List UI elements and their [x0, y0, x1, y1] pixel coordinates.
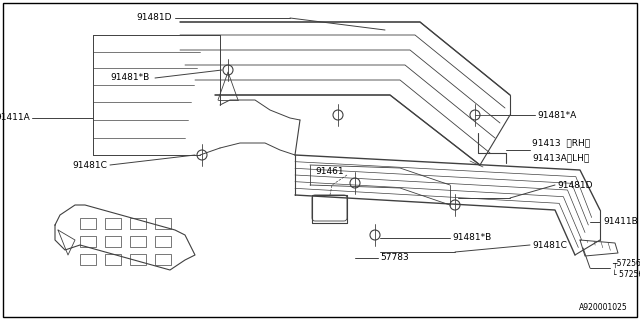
Text: └ 57256A〈LH〉: └ 57256A〈LH〉: [612, 270, 640, 280]
Text: 91481C: 91481C: [72, 161, 107, 170]
Text: 91481D: 91481D: [557, 180, 593, 189]
Text: 91413  〈RH〉: 91413 〈RH〉: [532, 139, 590, 148]
Text: 57783: 57783: [380, 253, 409, 262]
Text: 91411B: 91411B: [603, 218, 637, 227]
Text: 91411A: 91411A: [0, 114, 30, 123]
Text: A920001025: A920001025: [579, 303, 628, 312]
Text: 91413A〈LH〉: 91413A〈LH〉: [532, 154, 589, 163]
Text: 91481*A: 91481*A: [537, 110, 576, 119]
Text: ┬57256  〈RH〉: ┬57256 〈RH〉: [612, 259, 640, 268]
Text: 91481C: 91481C: [532, 241, 567, 250]
Text: 91481D: 91481D: [136, 13, 172, 22]
Text: 91481*B: 91481*B: [452, 234, 492, 243]
Text: 91481*B: 91481*B: [111, 74, 150, 83]
Text: 91461: 91461: [316, 167, 344, 177]
